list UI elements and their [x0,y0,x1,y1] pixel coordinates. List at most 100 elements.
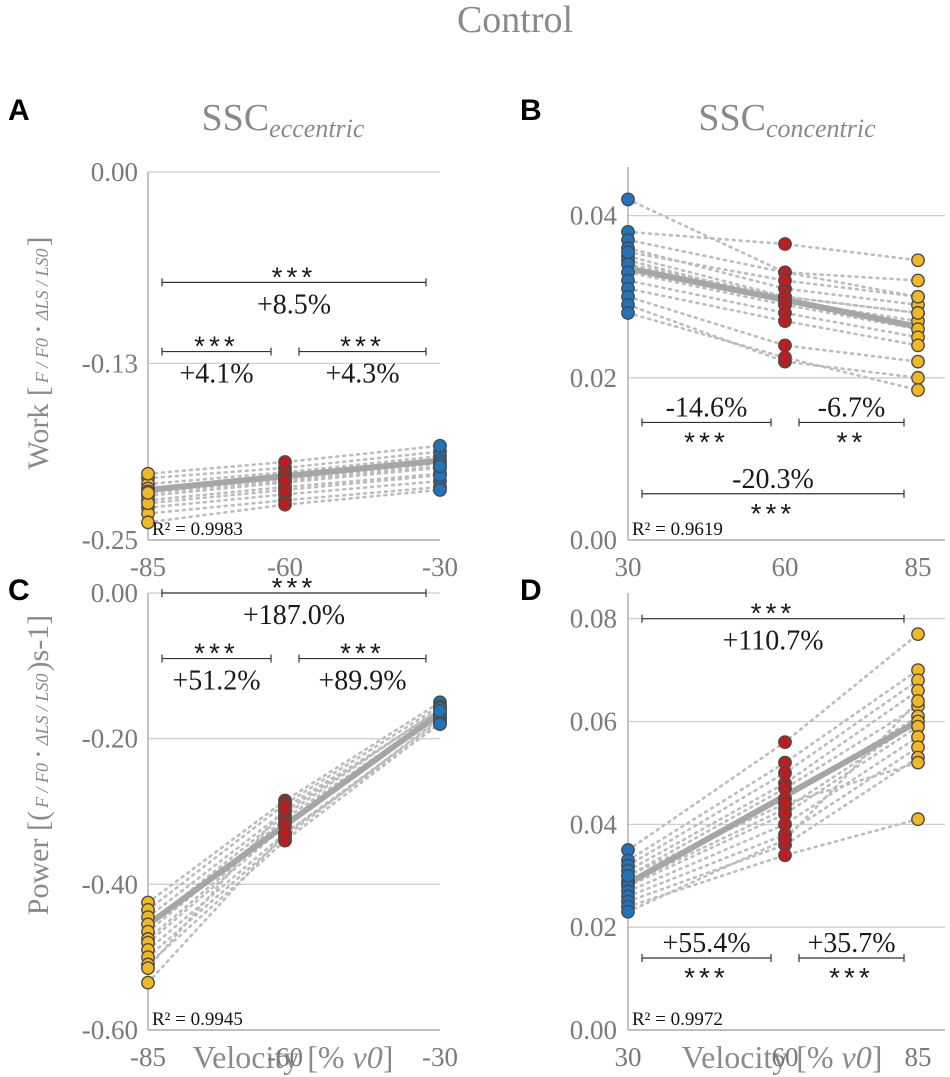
x-title-left-close: ] [383,1039,394,1075]
percent-change-label: +4.3% [325,359,399,390]
data-point [911,627,925,642]
subject-line [626,689,920,872]
x-tick-label: -30 [422,552,458,582]
subject-line [626,817,920,908]
y-tick-label: 0.02 [570,363,617,393]
y-title-work-frac2: ΔLS / LS0 [32,249,52,322]
subject-line [626,198,920,299]
subject-line [626,725,920,888]
mean-regression-line [625,718,921,887]
data-point [433,459,447,474]
column-title-left-sub: eccentric [269,114,365,143]
data-point [911,812,925,827]
significance-stars: *** [340,331,385,362]
r-squared-label: R² = 0.9619 [632,519,723,540]
panel-letter-d: D [520,574,542,607]
svg-text:Work [F / F0·ΔLS / LS0]: Work [F / F0·ΔLS / LS0] [22,237,55,470]
x-tick-label: 30 [615,552,642,582]
y-tick-label: -0.60 [82,1015,138,1045]
data-point [911,370,925,385]
significance-stars: *** [751,598,796,629]
significance-stars: *** [194,331,239,362]
panel-c: 0.00-0.20-0.40-0.60-85 -60 -30***+51.2%***… [82,572,458,1072]
significance-stars: *** [829,962,874,993]
significance-stars: *** [272,261,317,292]
y-title-work-prefix: Work [ [22,386,55,469]
x-tick-label: 60 [772,552,799,582]
data-point [278,474,292,489]
panel-a: 0.00-0.13-0.25-85 -60 -30***+4.1%***+4.3%*… [82,157,458,582]
data-point [911,289,925,304]
percent-change-label: +55.4% [662,928,750,959]
y-tick-label: 0.00 [570,525,617,555]
data-point [433,704,447,718]
data-point [778,848,792,863]
percent-change-label: +35.7% [807,928,895,959]
data-point [141,961,155,975]
data-point [278,497,292,512]
subject-line [626,295,920,363]
subject-line [146,450,442,480]
percent-change-label: +187.0% [243,600,345,631]
subject-line [146,722,442,984]
y-title-work-suffix: ] [22,237,55,247]
data-point [778,314,792,328]
data-point [141,515,155,530]
subject-line [626,632,920,852]
data-point [278,800,292,815]
data-point [141,466,155,481]
percent-change-label: -6.7% [818,392,886,423]
subject-line [146,714,442,944]
svg-text:Power [(F / F0·ΔLS / LS0)s-1]: Power [(F / F0·ΔLS / LS0)s-1] [22,615,55,915]
subject-line [626,668,920,862]
x-title-right-text: Velocity [% [682,1039,842,1075]
mean-regression-line [145,457,443,493]
data-point [621,192,635,207]
r-squared-label: R² = 0.9945 [152,1009,243,1030]
percent-change-label: -20.3% [732,464,814,495]
x-tick-label: -85 [130,552,166,582]
column-title-right: SSCconcentric [698,97,876,143]
panel-letter-c: C [8,574,30,607]
data-point [621,306,635,320]
data-point [911,354,925,369]
mean-regression-line [625,265,921,330]
mean-regression-line [145,710,443,928]
y-tick-label: 0.00 [91,578,138,608]
column-title-right-main: SSC [698,97,766,139]
y-tick-label: -0.40 [82,869,138,899]
subject-line [146,700,442,904]
data-point [433,483,447,497]
data-point [911,338,925,353]
y-tick-label: 0.04 [570,201,618,231]
data-point [621,245,635,260]
x-tick-label: 60 [772,1042,799,1072]
y-tick-label: -0.13 [82,348,138,378]
y-tick-label: 0.00 [570,1015,617,1045]
x-title-left-sym: v0 [353,1039,383,1075]
percent-change-label: +89.9% [318,666,406,697]
data-point [778,237,792,251]
subject-line [146,721,442,966]
y-title-power: Power [(F / F0·ΔLS / LS0)s-1] [22,615,55,915]
subject-line [626,230,920,262]
x-tick-label: -85 [130,1042,166,1072]
data-point [778,273,792,288]
panel-letter-a: A [8,94,30,127]
subject-line [146,716,442,959]
data-point [778,735,792,749]
subject-line [146,709,442,970]
y-tick-label: 0.00 [91,157,138,187]
data-point [621,904,635,919]
data-point [141,485,155,500]
data-point [911,755,925,770]
figure-title: Control [457,0,573,41]
data-point [621,868,635,883]
x-tick-label: 30 [615,1042,642,1072]
y-tick-label: -0.20 [82,724,138,754]
x-tick-label: 85 [905,1042,932,1072]
column-title-right-sub: concentric [766,114,876,143]
significance-stars: *** [272,572,317,603]
data-point [778,350,792,365]
